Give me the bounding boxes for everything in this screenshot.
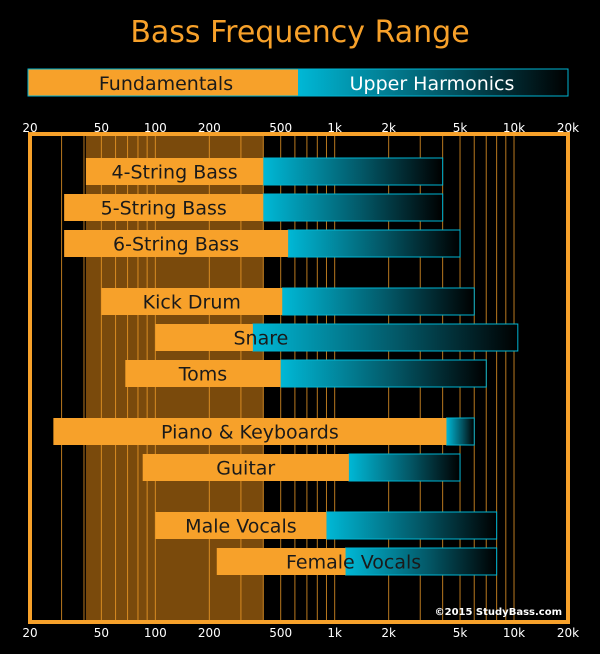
x-tick-label-top: 200 (198, 121, 221, 135)
bar-row: 6-String Bass (64, 229, 461, 258)
x-tick-label-bottom: 10k (503, 626, 525, 640)
bar-fundamentals (64, 194, 264, 221)
x-tick-label-bottom: 200 (198, 626, 221, 640)
bar-row: Snare (155, 323, 519, 352)
x-tick-label-top: 5k (453, 121, 468, 135)
bar-label: 5-String Bass (101, 198, 227, 220)
bars: 4-String Bass 5-String Bass 6-String Bass K… (53, 157, 519, 576)
x-tick-label-bottom: 20k (557, 626, 579, 640)
bar-upper-harmonics (252, 323, 519, 352)
bar-label: Kick Drum (143, 292, 241, 314)
bar-upper-harmonics (262, 157, 444, 186)
bar-label: Snare (233, 328, 288, 350)
legend: Fundamentals Upper Harmonics (27, 68, 569, 97)
bar-row: 4-String Bass (85, 157, 444, 186)
x-tick-label-bottom: 500 (269, 626, 292, 640)
x-tick-label-top: 20 (22, 121, 37, 135)
bar-upper-harmonics (345, 547, 498, 576)
bar-label: Guitar (216, 458, 275, 480)
x-tick-label-bottom: 1k (327, 626, 342, 640)
bar-upper-harmonics (325, 511, 498, 540)
x-tick-label-top: 20k (557, 121, 579, 135)
chart-title: Bass Frequency Range (130, 15, 469, 50)
legend-swatch-fundamentals (28, 69, 298, 96)
x-tick-label-bottom: 50 (94, 626, 109, 640)
bar-fundamentals (216, 548, 346, 575)
x-tick-label-top: 1k (327, 121, 342, 135)
legend-swatch-upper-harmonics (298, 69, 568, 96)
x-tick-label-top: 10k (503, 121, 525, 135)
bar-label: 4-String Bass (112, 162, 238, 184)
x-tick-label-top: 2k (381, 121, 396, 135)
bar-fundamentals (142, 454, 349, 481)
bar-row: Toms (125, 359, 487, 388)
bar-row: Female Vocals (216, 547, 498, 576)
x-axis-top: 20 50 100 200 500 1k 2k 5k 10k 20k (22, 121, 579, 135)
x-tick-label-bottom: 100 (144, 626, 167, 640)
bar-label: Toms (178, 364, 227, 386)
bar-fundamentals (53, 418, 447, 445)
bar-fundamentals (101, 288, 283, 315)
legend-label-upper-harmonics: Upper Harmonics (350, 73, 515, 95)
x-tick-label-top: 50 (94, 121, 109, 135)
bar-upper-harmonics (348, 453, 461, 482)
legend-label-fundamentals: Fundamentals (99, 73, 233, 95)
bar-row: Male Vocals (155, 511, 498, 540)
plot-area: 4-String Bass 5-String Bass 6-String Bass K… (28, 132, 570, 624)
bar-upper-harmonics (262, 193, 444, 222)
x-axis-bottom: 20 50 100 200 500 1k 2k 5k 10k 20k (22, 626, 579, 640)
bar-label: Piano & Keyboards (161, 422, 339, 444)
bar-row: 5-String Bass (64, 193, 444, 222)
credit-text: ©2015 StudyBass.com (435, 607, 562, 618)
x-tick-label-bottom: 20 (22, 626, 37, 640)
bar-row: Piano & Keyboards (53, 417, 475, 446)
bar-fundamentals (155, 512, 327, 539)
bar-fundamentals (155, 324, 253, 351)
bar-upper-harmonics (280, 359, 487, 388)
bar-label: Male Vocals (185, 516, 296, 538)
bar-row: Kick Drum (101, 287, 475, 316)
x-tick-label-top: 500 (269, 121, 292, 135)
bar-upper-harmonics (281, 287, 475, 316)
bar-fundamentals (85, 158, 264, 185)
bar-label: 6-String Bass (113, 234, 239, 256)
bar-upper-harmonics (287, 229, 461, 258)
legend-border (27, 68, 569, 97)
plot-frame (28, 132, 570, 624)
x-tick-label-top: 100 (144, 121, 167, 135)
bar-fundamentals (64, 230, 289, 257)
x-tick-label-bottom: 5k (453, 626, 468, 640)
bar-row: Guitar (142, 453, 461, 482)
bar-fundamentals (125, 360, 281, 387)
x-tick-label-bottom: 2k (381, 626, 396, 640)
bar-label: Female Vocals (286, 552, 421, 574)
bar-upper-harmonics (445, 417, 475, 446)
